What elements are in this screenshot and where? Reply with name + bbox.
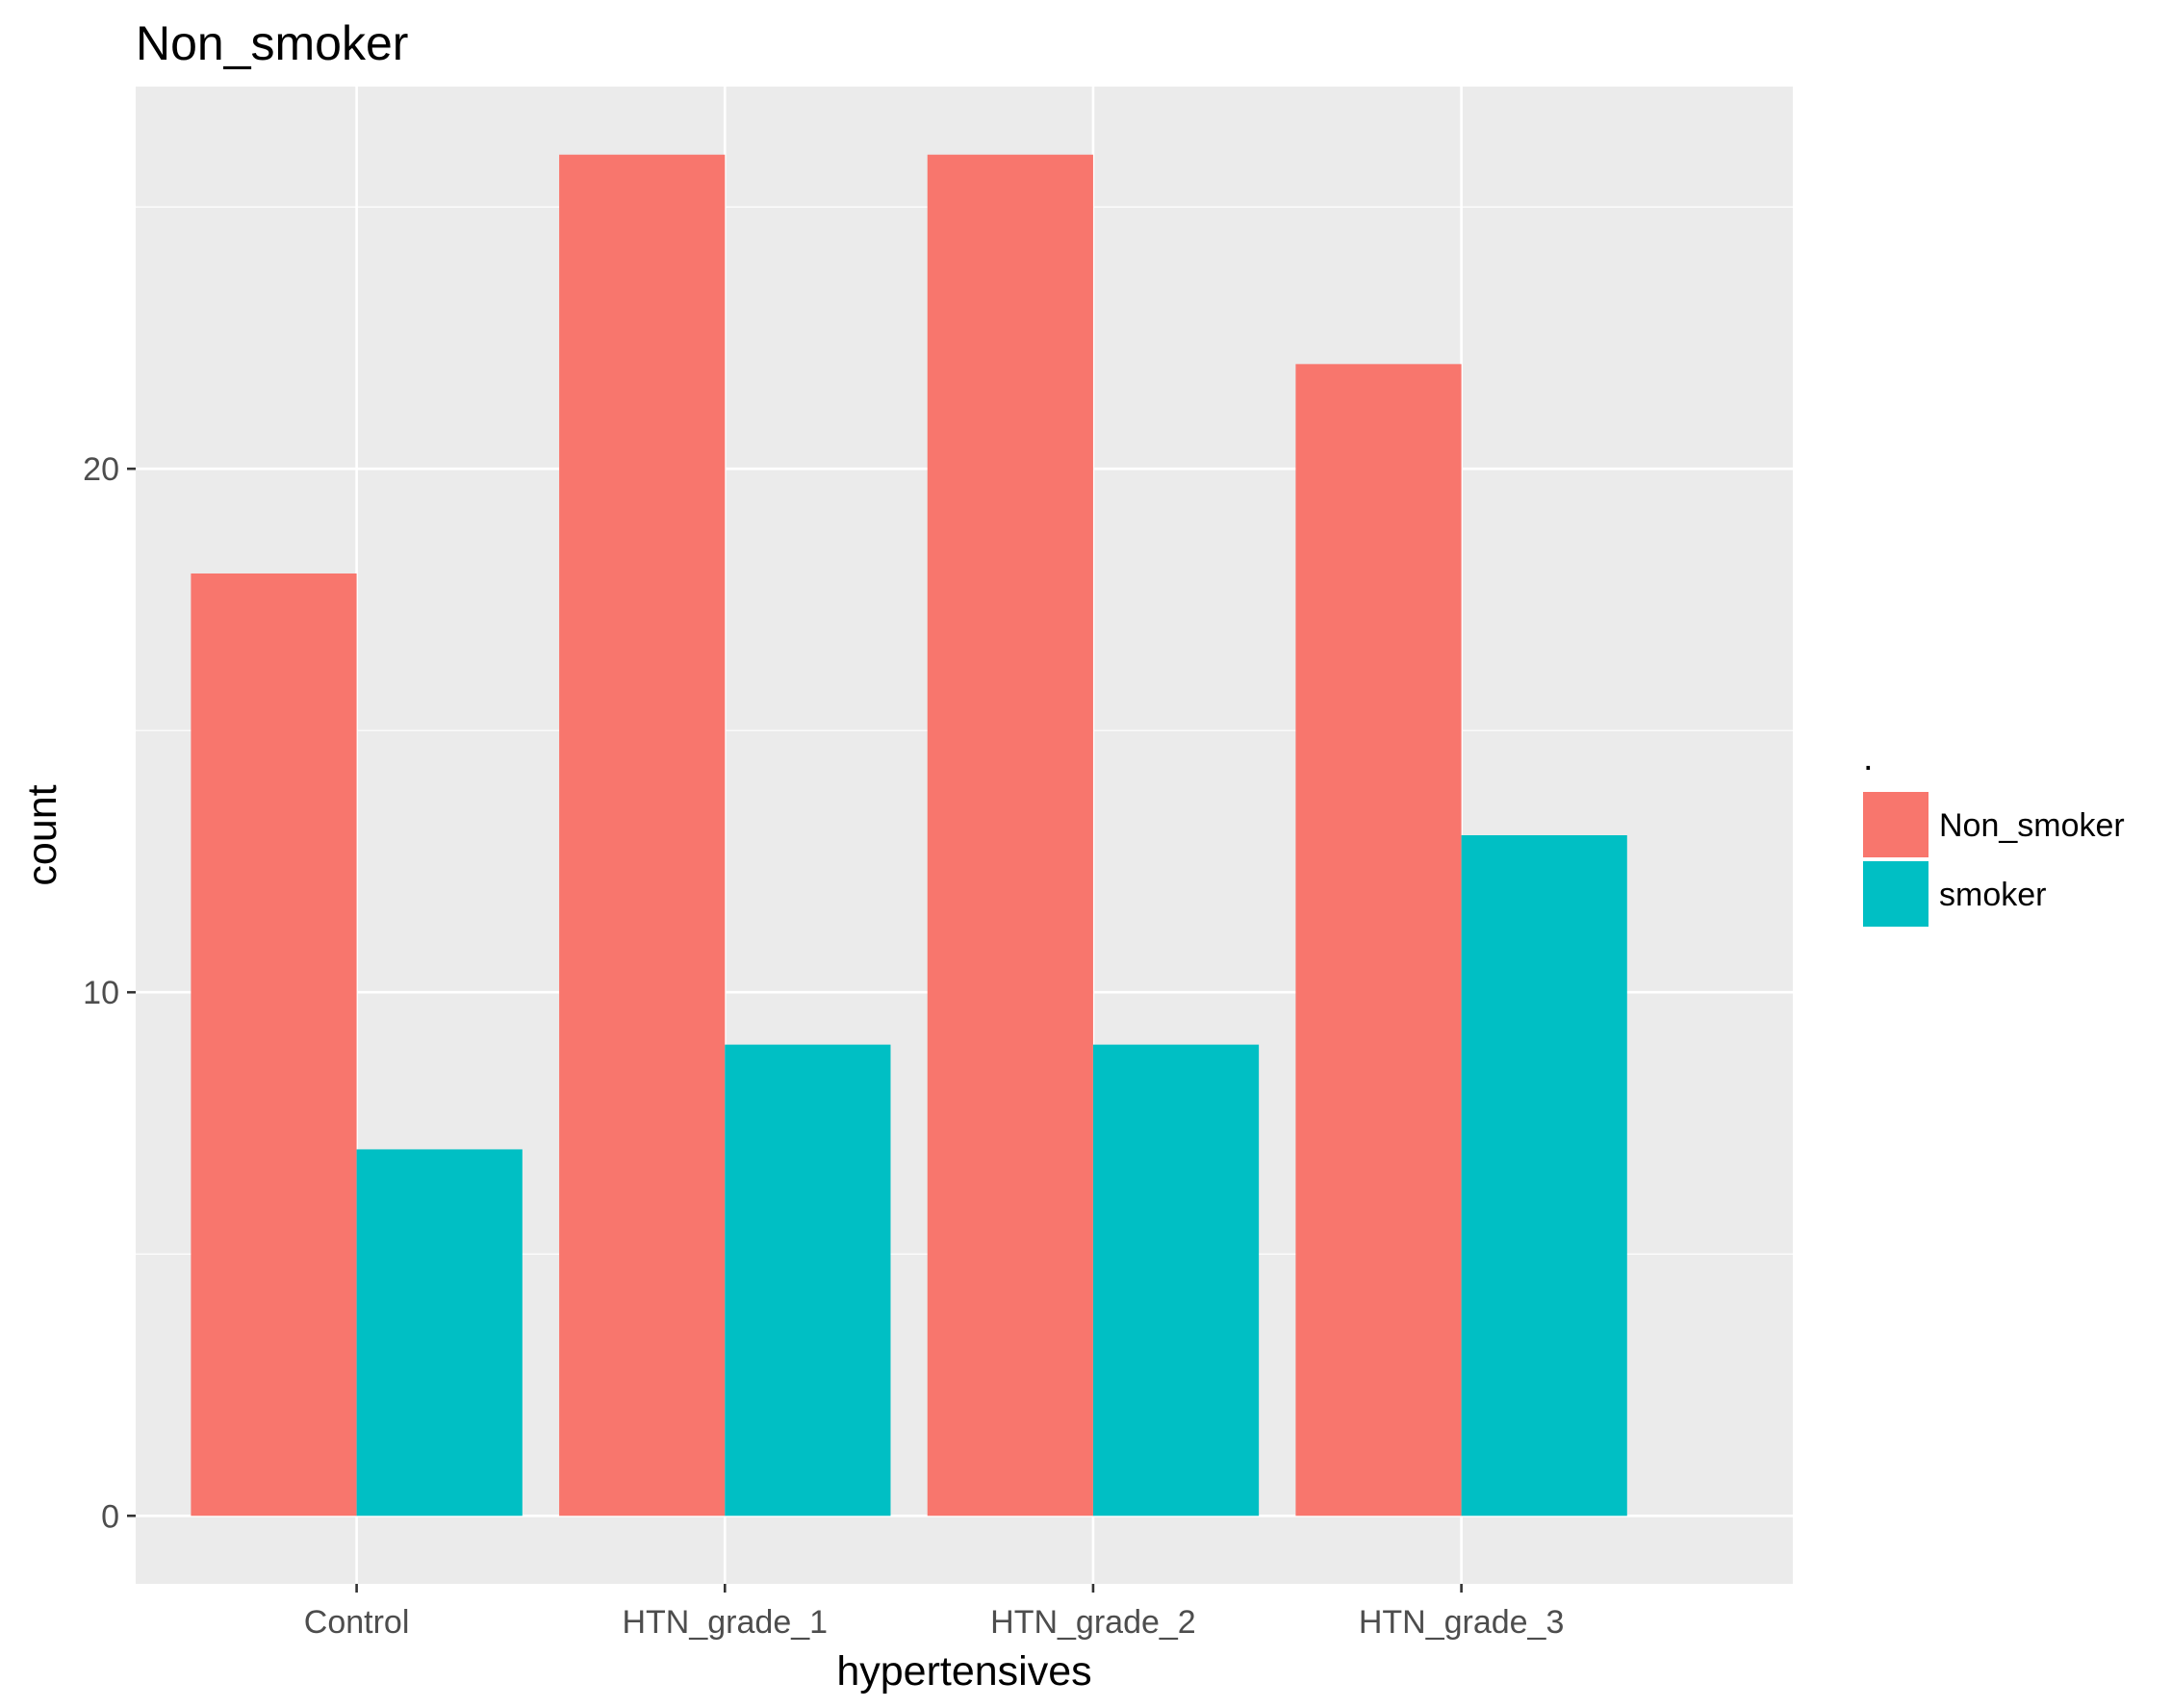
x-tick-label: HTN_grade_1: [622, 1604, 828, 1641]
legend-title: .: [1863, 738, 1874, 778]
bar-Non_smoker-Control: [191, 573, 357, 1517]
legend-label-Non_smoker: Non_smoker: [1939, 807, 2125, 844]
bar-Non_smoker-HTN_grade_3: [1295, 364, 1462, 1517]
bar-smoker-HTN_grade_2: [1092, 1044, 1260, 1517]
legend-label-smoker: smoker: [1939, 877, 2046, 913]
x-axis: Control HTN_grade_1 HTN_grade_2 HTN_grade_3: [304, 1584, 1565, 1641]
y-tick-label: 0: [101, 1498, 119, 1535]
bar-Non_smoker-HTN_grade_2: [927, 154, 1093, 1517]
x-axis-title: hypertensives: [836, 1648, 1091, 1695]
x-tick-label: HTN_grade_2: [990, 1604, 1196, 1641]
y-tick-label: 10: [83, 975, 119, 1011]
y-tick-label: 20: [83, 451, 119, 488]
y-axis-title: count: [19, 784, 65, 885]
bar-smoker-Control: [356, 1149, 523, 1517]
bar-smoker-HTN_grade_3: [1461, 835, 1627, 1517]
legend-key-smoker: [1863, 861, 1928, 927]
bars: [191, 154, 1627, 1517]
x-tick-label: HTN_grade_3: [1359, 1604, 1565, 1641]
x-tick-label: Control: [304, 1604, 410, 1641]
legend-key-Non_smoker: [1863, 792, 1928, 857]
chart-title: Non_smoker: [136, 16, 408, 70]
bar-smoker-HTN_grade_1: [725, 1044, 891, 1517]
y-axis: 0 10 20: [83, 451, 136, 1535]
bar-Non_smoker-HTN_grade_1: [559, 154, 726, 1517]
